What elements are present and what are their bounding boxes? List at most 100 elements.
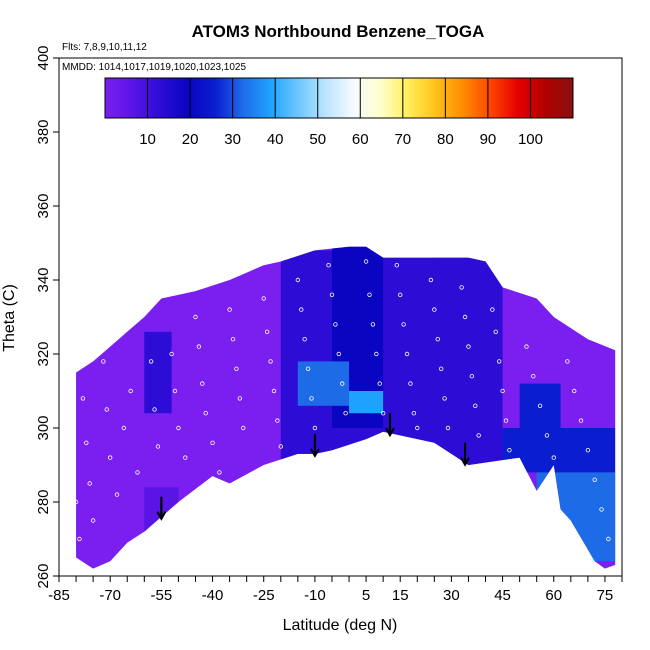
sample-point (90, 518, 96, 523)
colorbar-tick-label: 70 (394, 131, 411, 148)
sample-point (268, 359, 273, 364)
y-tick-label: 340 (35, 267, 52, 292)
plot-frame (58, 57, 623, 577)
sample-point (490, 307, 495, 312)
sample-point (531, 374, 536, 379)
x-tick-label: -55 (151, 587, 173, 604)
sample-point (380, 411, 386, 416)
colorbar-tick-label: 80 (437, 131, 454, 148)
sample-point (230, 337, 236, 342)
colorbar: 10 20 30 40 50 60 70 80 90 100 (104, 77, 574, 148)
sample-point (264, 329, 270, 334)
y-tick-label: 360 (35, 193, 52, 218)
heat-patch-3 (434, 257, 503, 391)
sample-point (312, 425, 318, 431)
sample-point (309, 396, 314, 401)
sample-point (84, 440, 89, 445)
sample-point (462, 314, 468, 320)
sample-point (87, 481, 92, 486)
sample-point (572, 388, 577, 394)
sample-point (438, 366, 444, 371)
x-tick-label: -85 (48, 587, 70, 604)
sample-point (496, 359, 502, 364)
sample-point (544, 433, 550, 438)
sample-point (401, 322, 406, 327)
sample-point (121, 425, 127, 431)
sample-point (606, 536, 611, 542)
chart-dates-note: MMDD: 1014,1017,1019,1020,1023,1025 (62, 62, 246, 73)
y-tick-label: 300 (35, 415, 52, 440)
sample-point (261, 296, 266, 301)
sample-point (234, 366, 239, 371)
sample-point (271, 388, 277, 394)
sample-point (295, 277, 301, 283)
x-tick-label: -25 (253, 587, 275, 604)
sample-point (275, 418, 280, 423)
sample-point (128, 388, 133, 394)
descent-arrow-head (156, 511, 167, 521)
sample-point (148, 359, 154, 364)
sample-point (370, 322, 376, 327)
sample-point (404, 351, 410, 357)
sample-point (80, 396, 86, 401)
sample-point (445, 425, 451, 431)
sample-point (305, 366, 311, 371)
sample-point (408, 381, 413, 386)
sample-point (503, 418, 509, 423)
sample-point (336, 351, 341, 357)
sample-point (237, 396, 243, 401)
heat-patch-6 (349, 391, 384, 414)
sample-point (196, 344, 202, 349)
descent-arrow-head (310, 448, 320, 458)
sample-point (459, 285, 464, 290)
x-tick-label: 15 (392, 587, 409, 604)
sample-point (343, 411, 348, 416)
sample-point (135, 470, 140, 475)
sample-point (200, 381, 205, 386)
sample-point (299, 307, 304, 312)
sample-point (104, 407, 109, 412)
sample-point (493, 329, 498, 334)
colorbar-tick-label: 30 (224, 131, 241, 148)
sample-point (363, 259, 369, 264)
sample-point (442, 396, 447, 401)
y-tick-label: 280 (35, 489, 52, 514)
sample-point (377, 381, 382, 386)
x-tick-label: 45 (494, 587, 511, 604)
sample-point (329, 292, 335, 297)
sample-point (241, 425, 246, 431)
sample-point (367, 292, 372, 297)
heatmap-field (76, 246, 616, 569)
sample-point (210, 440, 215, 445)
sample-point (599, 507, 604, 512)
sample-point (101, 359, 106, 364)
y-axis: 260 280 300 320 340 360 380 400 (35, 45, 59, 589)
y-tick-label: 380 (35, 119, 52, 144)
sample-point (67, 425, 72, 431)
sample-point (169, 351, 174, 357)
sample-point (176, 425, 181, 431)
flight-arrows (156, 413, 470, 521)
x-tick-label: 75 (597, 587, 614, 604)
colorbar-gradient (104, 77, 574, 119)
heat-patch-4 (144, 331, 172, 414)
sample-point (428, 277, 434, 283)
chart-title: ATOM3 Northbound Benzene_TOGA (192, 22, 485, 41)
sample-point (411, 411, 417, 416)
colorbar-tick-label: 10 (139, 131, 156, 148)
chart-flights-note: Flts: 7,8,9,10,11,12 (62, 42, 147, 53)
sample-point (326, 263, 331, 268)
sample-point (107, 455, 113, 460)
x-tick-label: 30 (443, 587, 460, 604)
sample-point (476, 433, 481, 438)
sample-point (77, 536, 82, 542)
sample-point (469, 374, 475, 379)
y-axis-label: Theta (C) (1, 284, 18, 352)
x-tick-label: -40 (202, 587, 224, 604)
sample-point (155, 444, 161, 449)
sample-point (565, 359, 570, 364)
sample-point (592, 477, 597, 482)
sample-point (398, 292, 403, 297)
sample-point (70, 462, 75, 468)
x-tick-label: 5 (362, 587, 370, 604)
